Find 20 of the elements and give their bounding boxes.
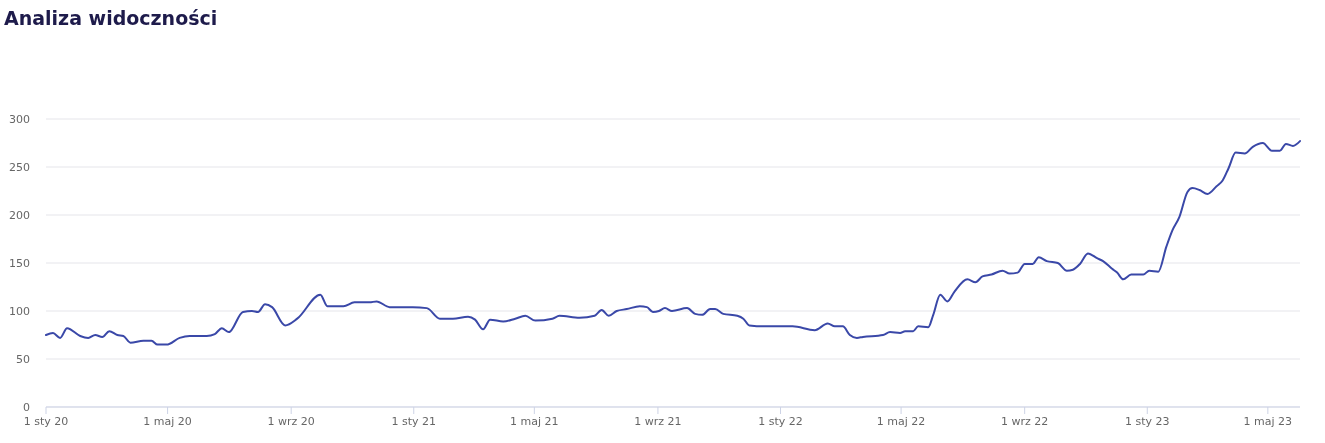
x-tick-label: 1 wrz 20 (267, 415, 315, 428)
x-tick-label: 1 wrz 22 (1001, 415, 1049, 428)
x-tick-label: 1 sty 21 (391, 415, 437, 428)
y-tick-label: 150 (9, 256, 30, 270)
x-tick-label: 1 maj 20 (143, 415, 192, 428)
y-tick-label: 300 (9, 112, 30, 126)
y-tick-label: 100 (9, 304, 30, 318)
x-tick-label: 1 maj 21 (510, 415, 559, 428)
y-tick-label: 0 (23, 400, 30, 414)
x-tick-label: 1 maj 22 (876, 415, 926, 428)
y-tick-label: 250 (9, 160, 30, 174)
x-tick-label: 1 wrz 21 (634, 415, 682, 428)
x-tick-label: 1 sty 22 (758, 415, 803, 428)
y-tick-label: 50 (16, 352, 30, 366)
x-tick-label: 1 sty 23 (1125, 415, 1170, 428)
line-series (45, 140, 1301, 346)
x-tick-label: 1 sty 20 (23, 415, 69, 428)
chart-title: Analiza widoczności (4, 7, 218, 29)
x-tick-label: 1 maj 23 (1243, 415, 1293, 428)
y-tick-label: 200 (9, 208, 30, 222)
